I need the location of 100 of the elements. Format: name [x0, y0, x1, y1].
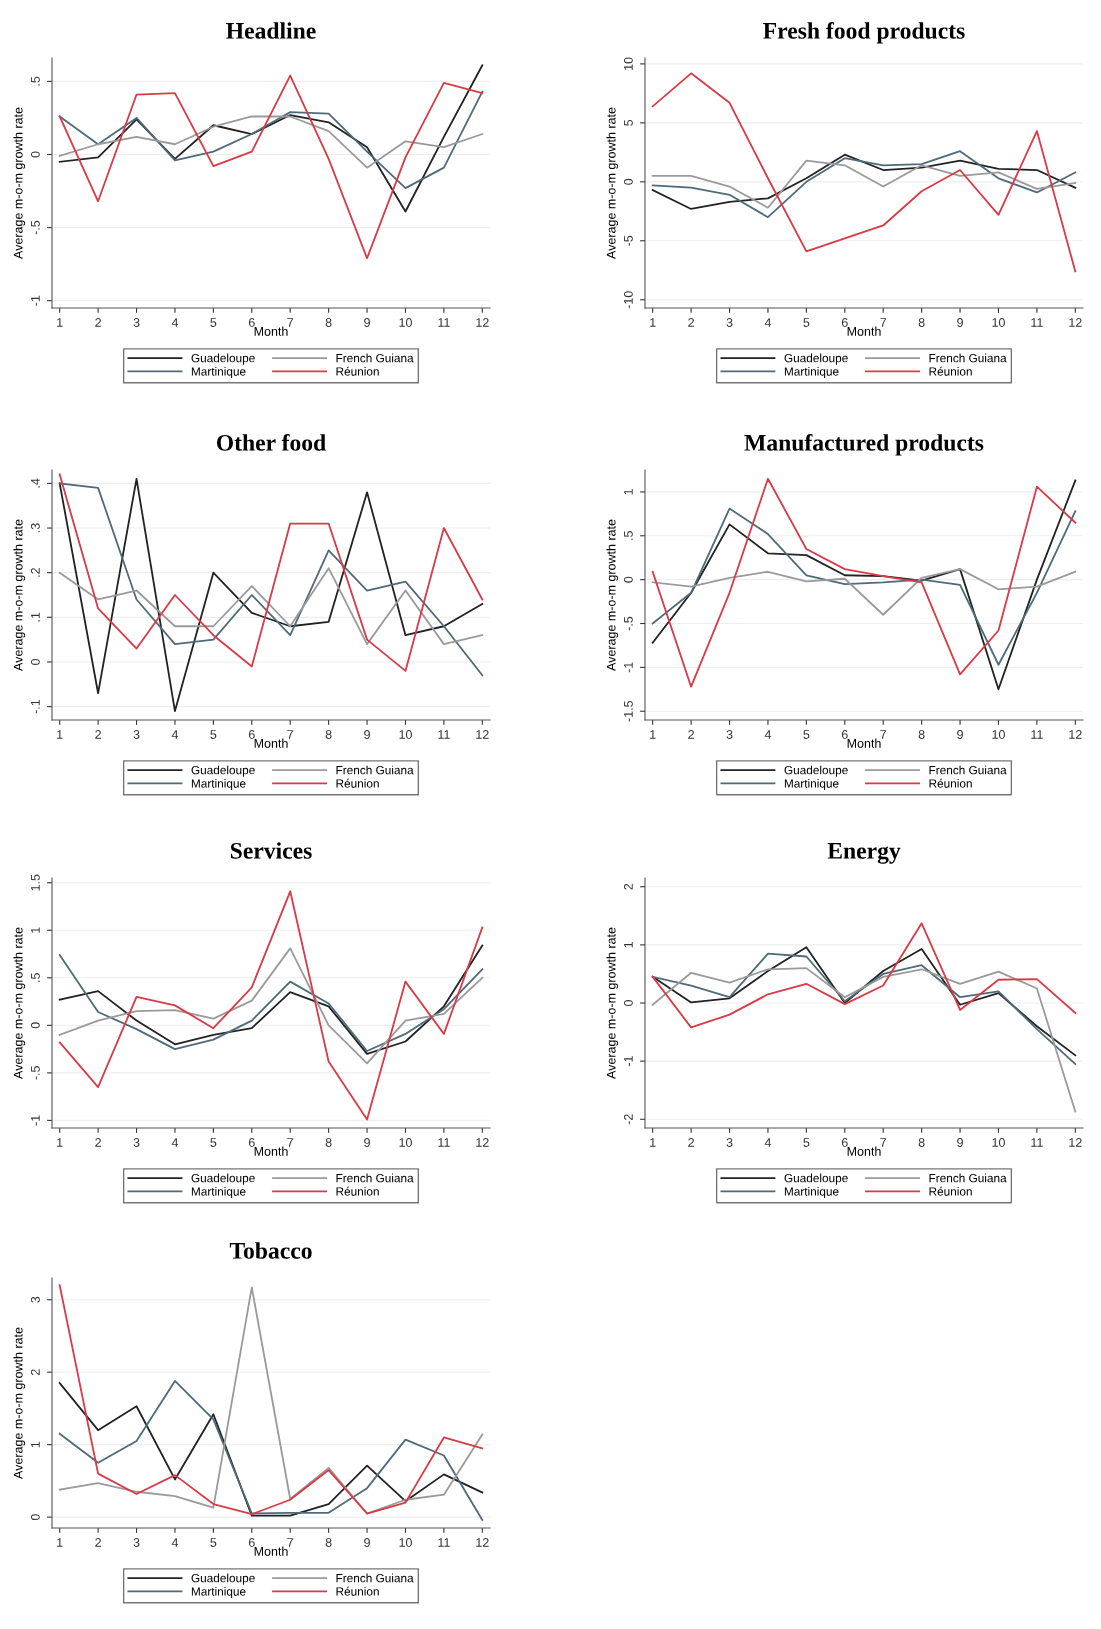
x-tick-label: 3 [726, 730, 733, 739]
x-tick-label: 1 [57, 1538, 63, 1547]
line-series [651, 507, 1077, 666]
y-tick-label: 0 [623, 1000, 633, 1006]
legend-label: Guadeloupe [191, 353, 255, 365]
x-tick-label: 2 [95, 1538, 101, 1547]
legend-label: Réunion [929, 366, 972, 376]
x-tick-label: 3 [726, 318, 733, 327]
x-tick-label: 9 [364, 730, 370, 739]
y-tick-label: 0 [30, 1514, 40, 1521]
x-tick-label: 11 [1031, 318, 1043, 327]
y-tick-label: 1 [624, 941, 633, 948]
line-series [651, 568, 1077, 616]
x-tick-label: 2 [95, 318, 101, 327]
x-tick-label: 7 [880, 318, 887, 327]
x-axis-title: Month [847, 326, 881, 336]
line-series [58, 64, 484, 213]
x-tick-label: 1 [57, 730, 63, 739]
x-tick-label: 12 [1069, 318, 1082, 327]
x-tick-label: 5 [803, 318, 810, 327]
legend-label: French Guiana [336, 765, 414, 775]
y-tick-label: -2 [623, 1114, 633, 1125]
legend-label: Martinique [784, 1186, 839, 1198]
legend-label: Réunion [336, 1586, 379, 1596]
y-tick-label: 2 [30, 1369, 40, 1376]
legend-label: Guadeloupe [191, 1573, 255, 1585]
y-axis-title: Average m-o-m growth rate [13, 107, 26, 259]
y-tick-label: .2 [30, 568, 40, 577]
y-axis-title: Average m-o-m growth rate [606, 519, 619, 671]
x-tick-label: 5 [803, 730, 810, 739]
legend-label: Réunion [929, 778, 972, 788]
legend-label: Réunion [929, 1186, 972, 1196]
y-tick-label: 1 [31, 927, 40, 933]
y-tick-label: -1 [624, 1056, 633, 1067]
x-tick-label: 1 [650, 730, 656, 739]
y-tick-label: -1 [31, 1115, 40, 1126]
chart-title: Energy [827, 843, 901, 864]
x-axis-title: Month [847, 738, 881, 748]
legend-label: Réunion [336, 1186, 379, 1196]
y-tick-label: 10 [623, 57, 633, 70]
chart-title: Tobacco [229, 1242, 312, 1259]
x-tick-label: 6 [248, 730, 255, 739]
x-tick-label: 3 [133, 730, 140, 739]
legend-label: Réunion [336, 366, 379, 376]
y-tick-label: .5 [31, 973, 40, 982]
x-tick-label: 4 [764, 318, 772, 327]
y-axis-title: Average m-o-m growth rate [606, 107, 619, 259]
legend-label: French Guiana [336, 353, 414, 363]
x-tick-label: 1 [57, 1138, 63, 1147]
legend-label: French Guiana [336, 1173, 414, 1183]
y-tick-label: .5 [31, 76, 40, 86]
x-tick-label: 5 [210, 730, 217, 739]
x-axis-title: Month [847, 1146, 881, 1156]
line-series [58, 890, 484, 1121]
legend-label: French Guiana [929, 765, 1007, 775]
x-tick-label: 12 [476, 318, 489, 327]
x-tick-label: 5 [210, 318, 217, 327]
y-tick-label: 1 [624, 489, 633, 495]
line-series [651, 72, 1077, 273]
legend-label: Martinique [784, 366, 839, 378]
legend-label: French Guiana [929, 1173, 1007, 1183]
legend-label: Guadeloupe [191, 765, 255, 777]
chart-title: Headline [226, 22, 316, 39]
y-tick-label: -1.5 [624, 700, 633, 722]
y-tick-label: -1 [31, 295, 40, 306]
y-tick-label: .5 [624, 531, 633, 540]
x-tick-label: 12 [476, 730, 489, 739]
y-axis-title: Average m-o-m growth rate [13, 1327, 26, 1479]
x-tick-label: 9 [957, 318, 963, 327]
x-tick-label: 2 [688, 318, 694, 327]
legend-label: Réunion [336, 778, 379, 788]
x-tick-label: 6 [248, 1138, 255, 1147]
y-tick-label: -.5 [31, 220, 40, 235]
y-tick-label: 0 [30, 1022, 40, 1029]
x-tick-label: 2 [95, 1138, 101, 1147]
x-tick-label: 2 [95, 730, 101, 739]
x-tick-label: 6 [841, 730, 848, 739]
line-series [651, 967, 1077, 1113]
legend-label: Guadeloupe [191, 1173, 255, 1185]
x-tick-label: 1 [57, 318, 63, 327]
x-tick-label: 9 [364, 318, 370, 327]
x-tick-label: 6 [248, 318, 255, 327]
y-tick-label: -10 [623, 291, 633, 309]
x-tick-label: 4 [764, 1138, 772, 1147]
y-tick-label: 3 [30, 1296, 40, 1303]
x-axis-title: Month [254, 326, 288, 336]
x-tick-label: 8 [918, 730, 925, 739]
y-tick-label: 1 [31, 1441, 40, 1448]
y-tick-label: -5 [624, 235, 633, 246]
line-series [651, 922, 1077, 1029]
y-tick-label: -.1 [31, 699, 40, 714]
line-series [58, 567, 484, 646]
y-axis-title: Average m-o-m growth rate [606, 927, 619, 1079]
line-series [651, 150, 1077, 219]
x-tick-label: 9 [957, 1138, 963, 1147]
y-axis-title: Average m-o-m growth rate [13, 519, 26, 671]
x-tick-label: 3 [133, 318, 140, 327]
x-tick-label: 9 [364, 1538, 370, 1547]
chart-title: Other food [216, 433, 326, 451]
x-tick-label: 7 [880, 730, 887, 739]
